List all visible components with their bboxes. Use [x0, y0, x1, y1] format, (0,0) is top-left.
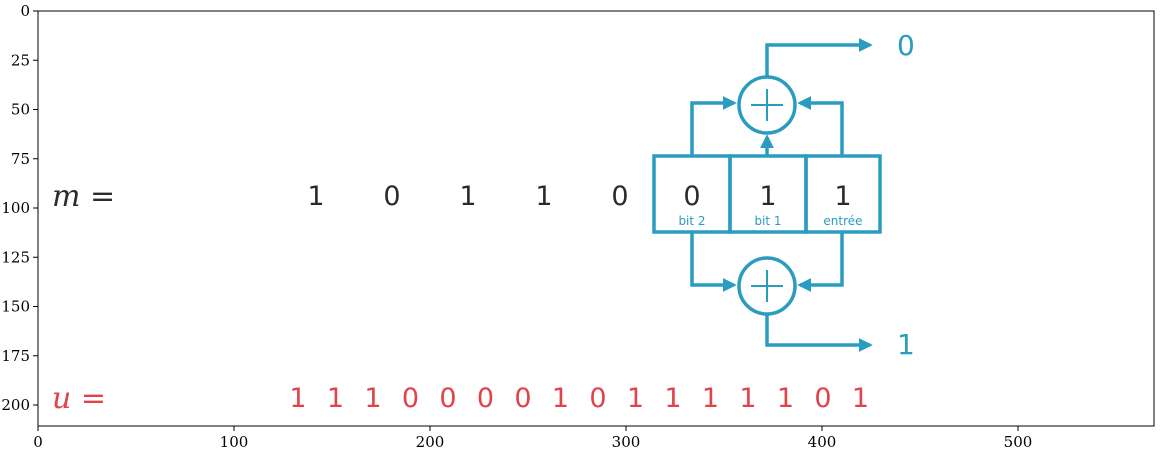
encoded-bit: 0: [439, 383, 456, 414]
x-tick-label: 100: [220, 433, 249, 451]
encoded-bit: 1: [702, 383, 719, 414]
wire-bit2-to-top-xor: [690, 96, 737, 156]
output-top-value: 0: [897, 29, 915, 62]
encoded-bit: 1: [627, 383, 644, 414]
message-bits: 1 0 1 1 0: [307, 181, 628, 212]
y-tick-label: 75: [11, 150, 30, 168]
convolutional-encoder: 0 1 1 bit 2 bit 1 entrée 0 1: [652, 29, 915, 361]
register-label-bit2: bit 2: [678, 214, 705, 228]
output-bottom-value: 1: [897, 328, 915, 361]
register-value-entree: 1: [834, 181, 851, 212]
y-tick-label: 25: [11, 51, 30, 69]
encoded-bit: 1: [552, 383, 569, 414]
y-axis-ticks: 0 25 50 75 100 125 150 175 200: [1, 2, 38, 414]
x-axis-ticks: 0 100 200 300 400 500: [33, 426, 1032, 451]
encoded-bit: 1: [739, 383, 756, 414]
encoded-bit: 1: [852, 383, 869, 414]
register-value-bit1: 1: [759, 181, 776, 212]
wire-top-output: [765, 38, 873, 77]
encoded-bit: 1: [364, 383, 381, 414]
wire-entree-to-bottom-xor: [797, 232, 844, 292]
wire-entree-to-top-xor: [797, 96, 844, 156]
register-value-bit2: 0: [683, 181, 700, 212]
encoded-bit: 1: [289, 383, 306, 414]
y-tick-label: 200: [1, 396, 30, 414]
wire-bit2-to-bottom-xor: [690, 232, 737, 292]
register-label-bit1: bit 1: [754, 214, 781, 228]
message-bit: 0: [611, 181, 628, 212]
y-tick-label: 0: [20, 2, 30, 20]
message-bit: 0: [383, 181, 400, 212]
x-tick-label: 300: [612, 433, 641, 451]
m-label: m =: [52, 179, 115, 214]
encoded-bit: 0: [477, 383, 494, 414]
message-bit: 1: [307, 181, 324, 212]
encoded-bit: 1: [327, 383, 344, 414]
encoded-bit: 0: [402, 383, 419, 414]
y-tick-label: 125: [1, 248, 30, 266]
encoded-bit: 0: [589, 383, 606, 414]
encoded-bit: 0: [514, 383, 531, 414]
u-label: u =: [52, 381, 106, 416]
register-label-entree: entrée: [823, 214, 862, 228]
encoded-bit: 1: [777, 383, 794, 414]
x-tick-label: 0: [33, 433, 43, 451]
y-tick-label: 175: [1, 347, 30, 365]
x-tick-label: 200: [416, 433, 445, 451]
plot-frame: [37, 10, 1155, 427]
encoded-bit: 0: [814, 383, 831, 414]
x-tick-label: 400: [808, 433, 837, 451]
encoded-bit: 1: [664, 383, 681, 414]
message-bit: 1: [459, 181, 476, 212]
y-tick-label: 100: [1, 199, 30, 217]
message-bit: 1: [535, 181, 552, 212]
x-tick-label: 500: [1004, 433, 1033, 451]
wire-bottom-output: [765, 314, 873, 352]
y-tick-label: 50: [11, 101, 30, 119]
y-tick-label: 150: [1, 298, 30, 316]
